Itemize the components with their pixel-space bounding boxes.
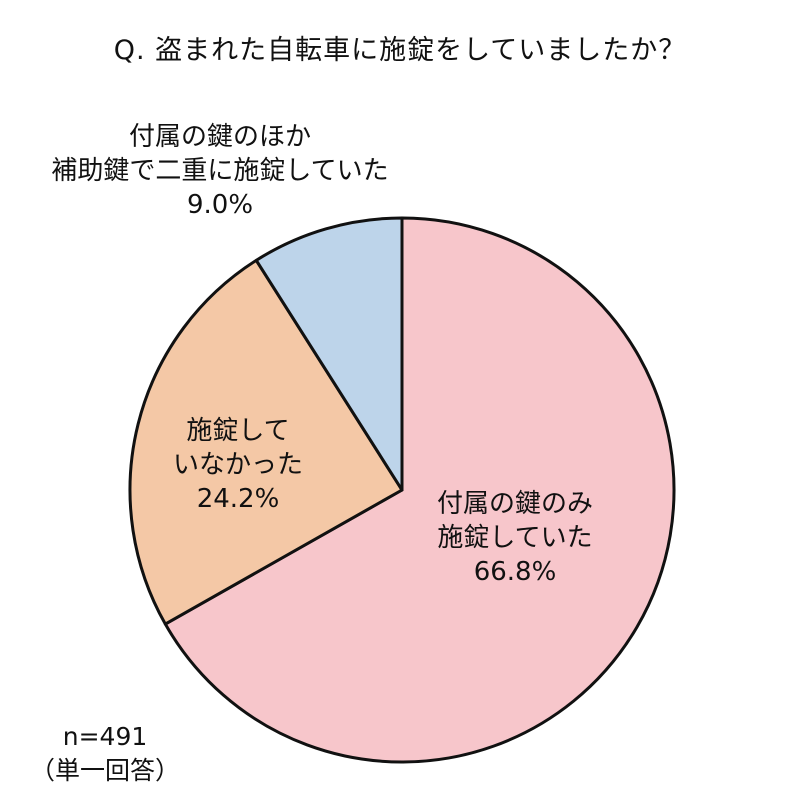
pie-slice-lock-only	[163, 216, 676, 764]
slice-percent: 9.0%	[186, 190, 254, 220]
pie-slice-not-locked	[128, 258, 404, 626]
slice-label-double-lock: 付属の鍵のほか 補助鍵で二重に施錠していた 9.0%	[10, 120, 430, 222]
slice-label-line: 施錠して	[186, 416, 290, 446]
sample-size: n=491	[62, 722, 148, 751]
answer-type: （単一回答）	[30, 756, 181, 785]
slice-label-line: 付属の鍵のみ	[436, 489, 593, 519]
slice-label-line: 施錠していた	[437, 523, 593, 553]
slice-label-line: いなかった	[172, 450, 303, 480]
slice-label-not-locked: 施錠して いなかった 24.2%	[138, 414, 338, 516]
slice-percent: 24.2%	[196, 484, 280, 514]
chart-title: Q. 盗まれた自転車に施錠をしていましたか？	[113, 35, 687, 66]
slice-label-lock-only: 付属の鍵のみ 施錠していた 66.8%	[400, 487, 630, 589]
slice-label-line: 補助鍵で二重に施錠していた	[51, 156, 389, 186]
sample-note: n=491 （単一回答）	[30, 720, 180, 788]
slice-label-line: 付属の鍵のほか	[128, 122, 311, 152]
slice-percent: 66.8%	[473, 557, 557, 587]
pie-slices	[128, 216, 676, 764]
pie-slice-double-lock	[254, 216, 404, 492]
